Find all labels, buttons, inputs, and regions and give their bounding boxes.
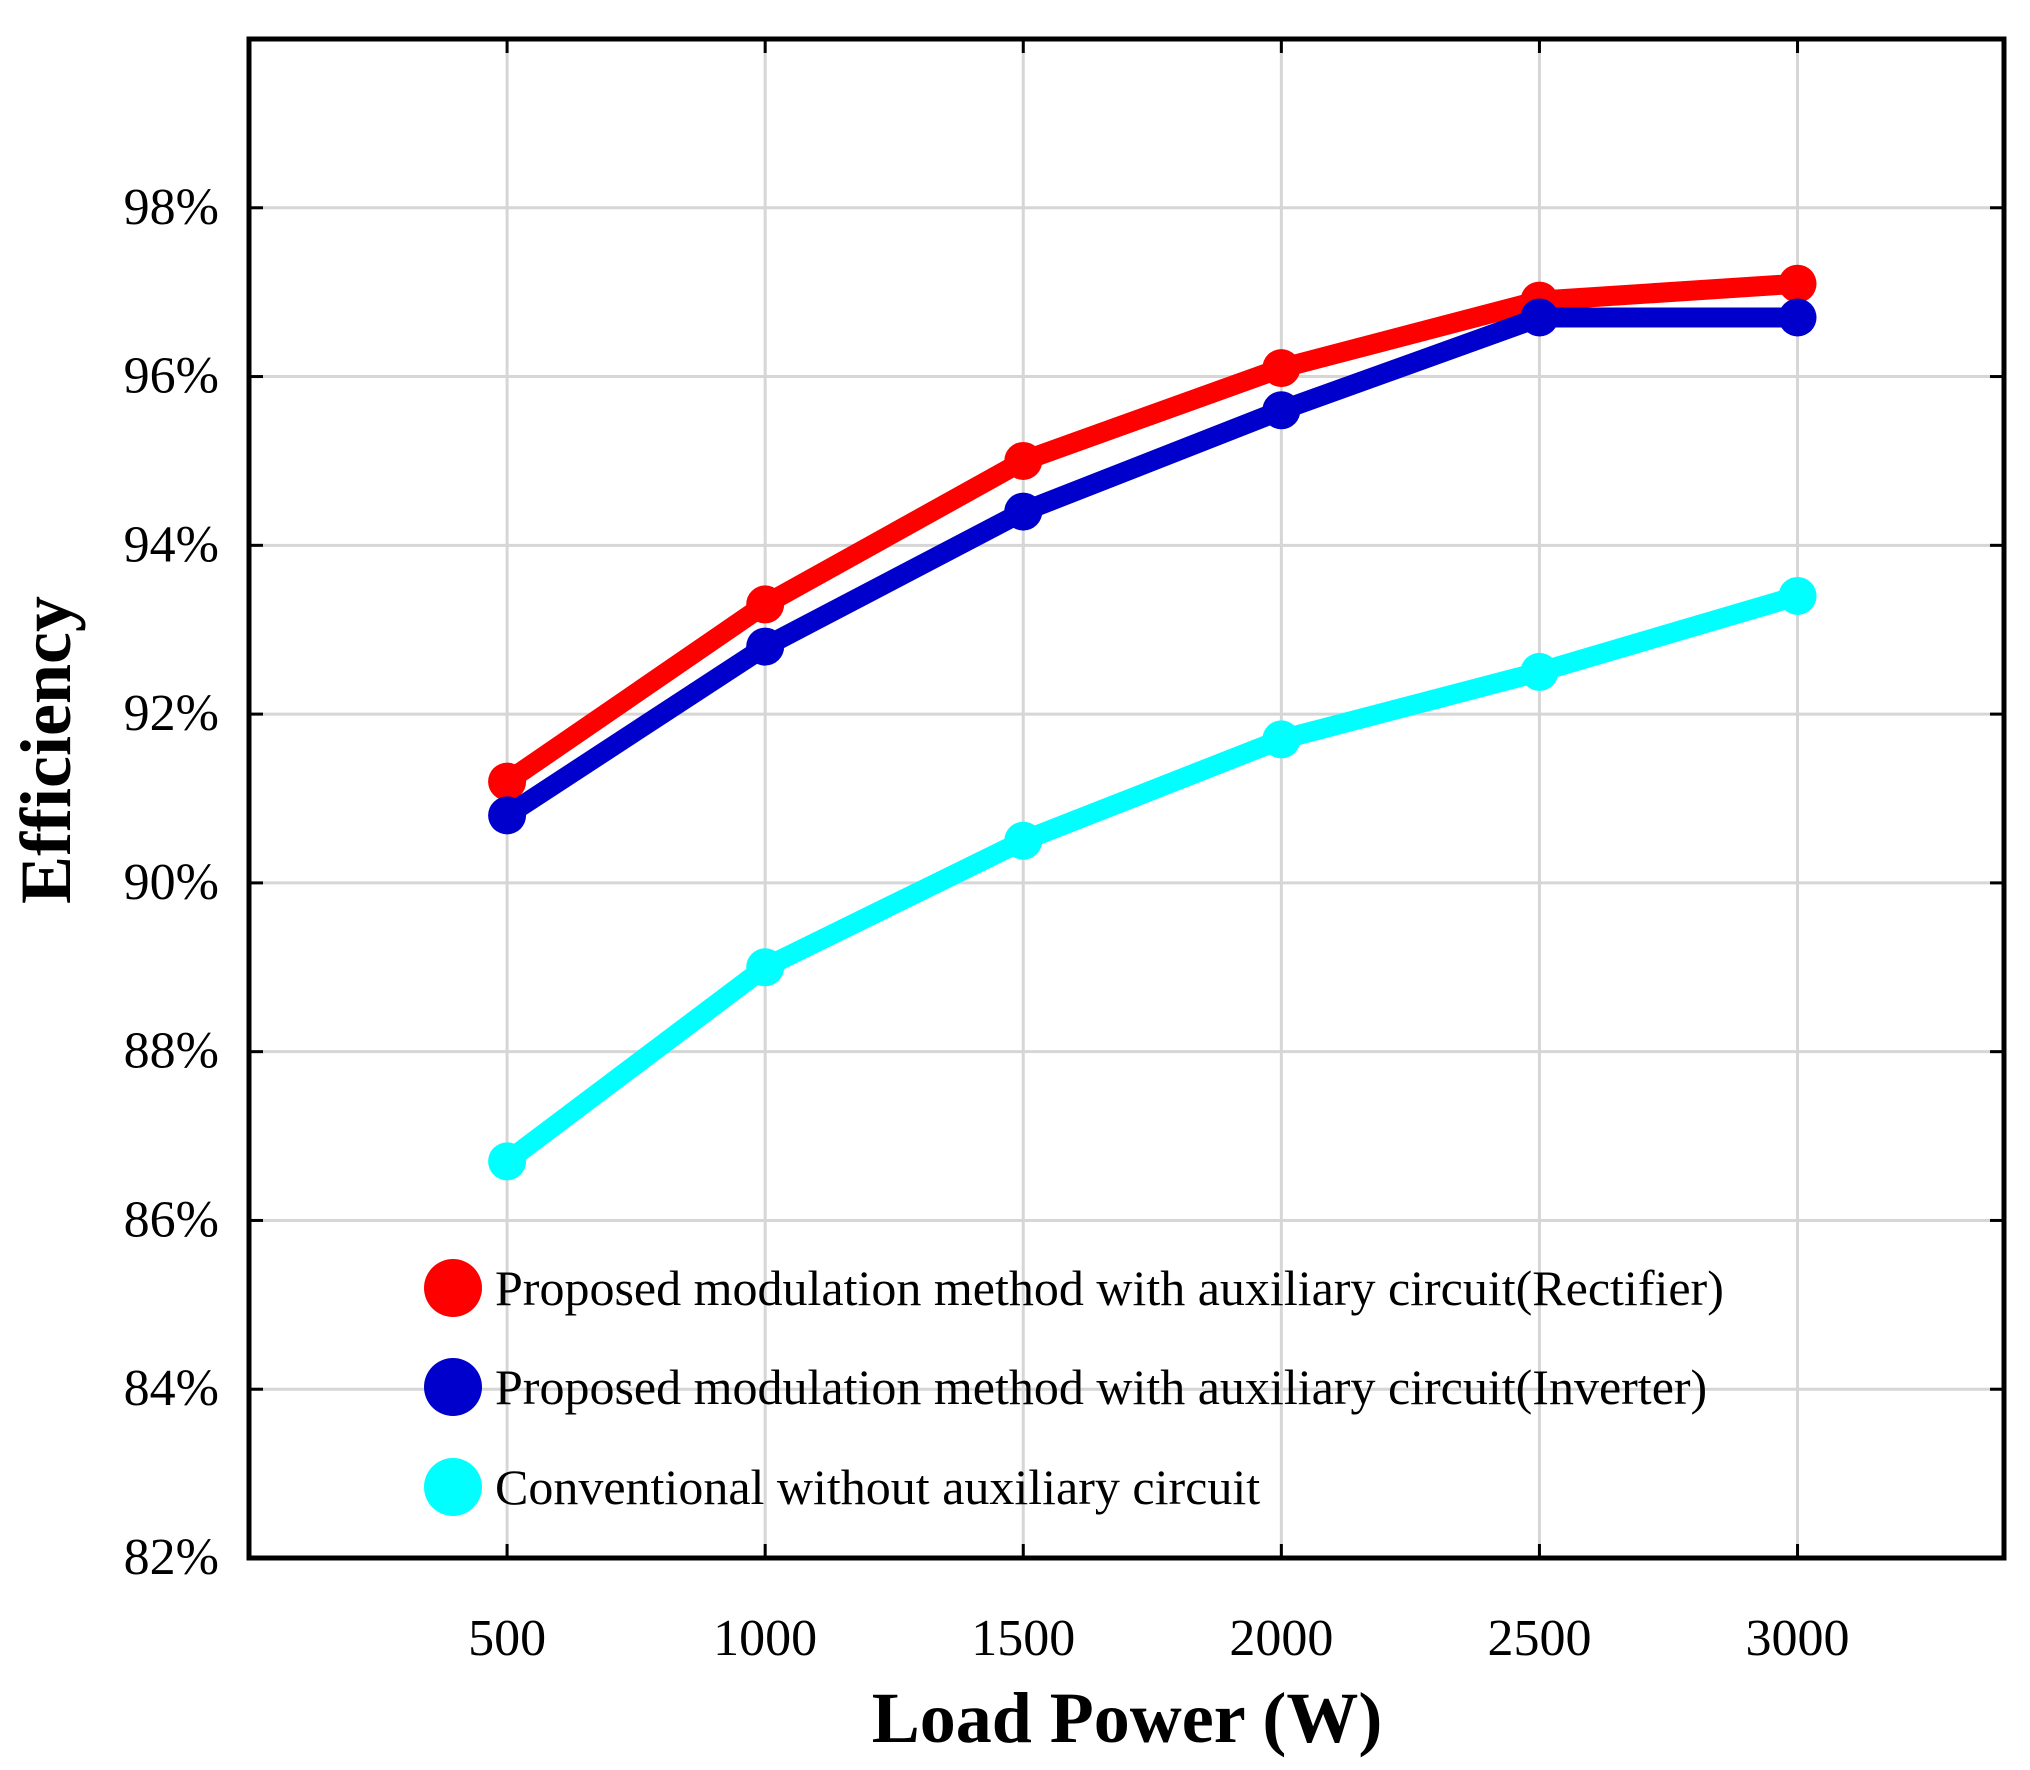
data-point <box>1004 821 1043 860</box>
y-tick-label: 98% <box>124 179 219 236</box>
data-point <box>1778 576 1817 615</box>
data-point <box>1004 441 1043 480</box>
series-layer <box>488 264 1817 1181</box>
x-tick-label: 2500 <box>1487 1610 1591 1667</box>
y-tick-label: 88% <box>124 1023 219 1080</box>
data-point <box>1520 652 1559 691</box>
data-point <box>1520 298 1559 337</box>
series-2 <box>488 298 1817 835</box>
data-point <box>488 762 527 801</box>
data-point <box>1262 391 1301 430</box>
x-tick-label: 1500 <box>971 1610 1075 1667</box>
x-tick-label: 2000 <box>1229 1610 1333 1667</box>
data-point <box>488 796 527 835</box>
legend-label: Conventional without auxiliary circuit <box>495 1459 1260 1515</box>
y-tick-label: 92% <box>124 685 219 742</box>
legend: Proposed modulation method with auxiliar… <box>424 1259 1724 1516</box>
x-tick-label: 3000 <box>1746 1610 1850 1667</box>
series-line <box>497 273 1808 792</box>
series-3 <box>488 576 1817 1181</box>
plot-frame <box>246 36 2007 1561</box>
data-point <box>488 1142 527 1181</box>
y-tick-labels: 82% 84% 86% 88% 90% 92% 94% 96% 98% <box>124 179 219 1586</box>
series-line <box>497 307 1808 826</box>
x-tick-label: 1000 <box>713 1610 817 1667</box>
y-tick-label: 82% <box>124 1529 219 1586</box>
legend-label: Proposed modulation method with auxiliar… <box>495 1260 1724 1316</box>
data-point <box>746 627 785 666</box>
legend-marker <box>424 1259 482 1317</box>
data-point <box>1778 298 1817 337</box>
y-tick-label: 86% <box>124 1191 219 1248</box>
tick-marks <box>249 39 2004 1560</box>
y-tick-label: 84% <box>124 1360 219 1417</box>
series-1 <box>488 264 1817 801</box>
data-point <box>746 948 785 987</box>
data-point <box>746 585 785 624</box>
x-tick-labels: 500 1000 1500 2000 2500 3000 <box>468 1610 1849 1667</box>
legend-marker <box>424 1358 482 1416</box>
grid <box>249 39 2004 1560</box>
series-line <box>497 585 1808 1172</box>
legend-label: Proposed modulation method with auxiliar… <box>495 1359 1707 1415</box>
data-point <box>1004 492 1043 531</box>
y-tick-label: 90% <box>124 854 219 911</box>
y-tick-label: 94% <box>124 516 219 573</box>
y-axis-title: Efficiency <box>6 596 86 904</box>
x-tick-label: 500 <box>468 1610 546 1667</box>
data-point <box>1262 720 1301 759</box>
y-tick-label: 96% <box>124 348 219 405</box>
data-point <box>1262 349 1301 388</box>
legend-marker <box>424 1458 482 1516</box>
data-point <box>1778 264 1817 303</box>
x-axis-title: Load Power (W) <box>872 1678 1383 1758</box>
